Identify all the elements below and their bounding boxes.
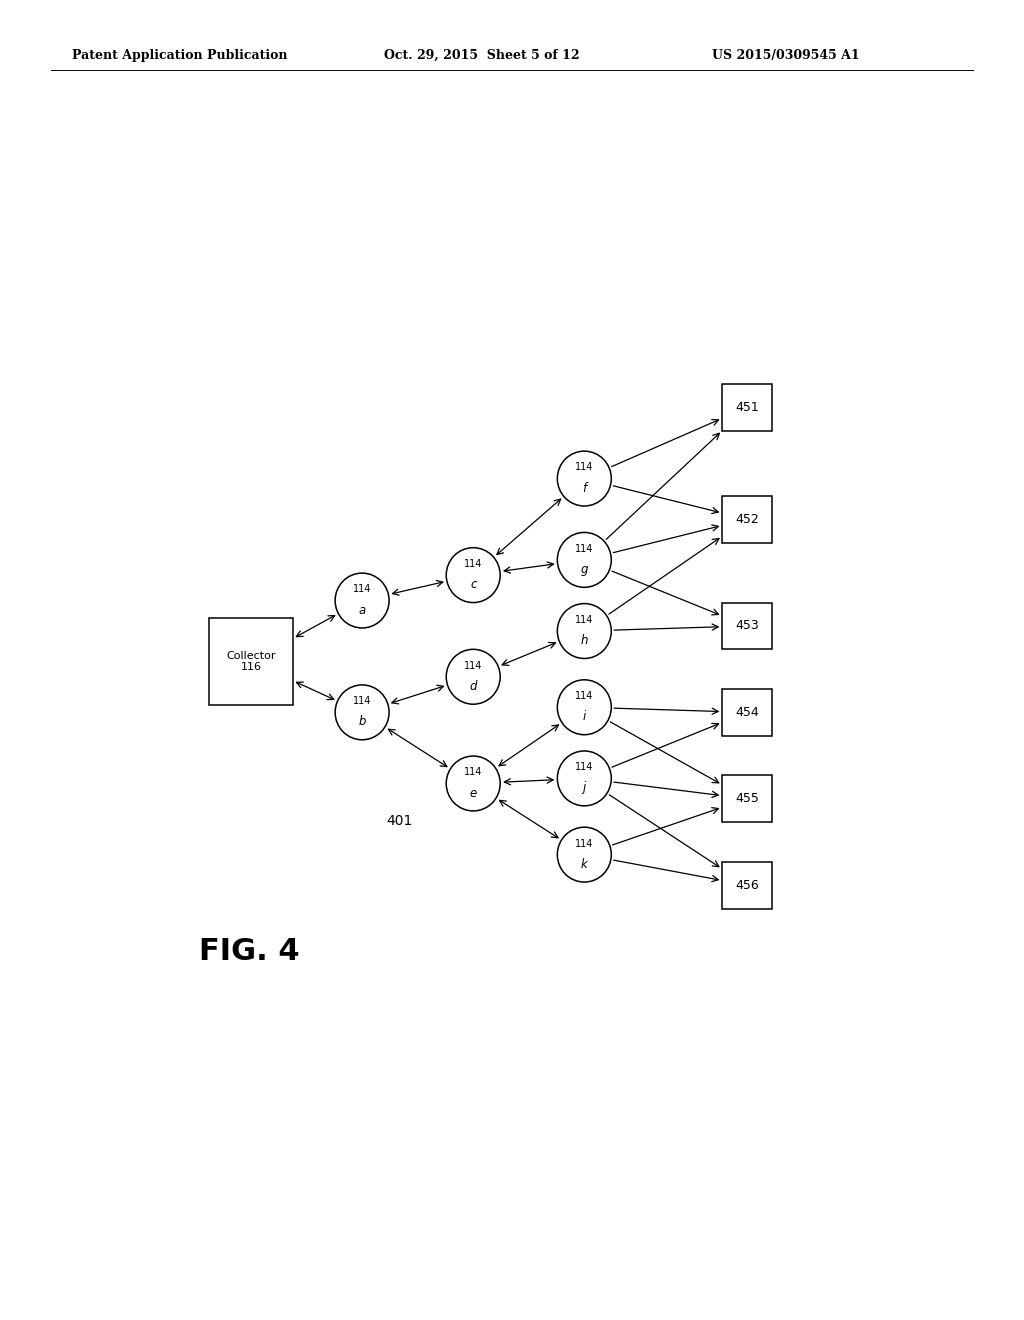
Text: Oct. 29, 2015  Sheet 5 of 12: Oct. 29, 2015 Sheet 5 of 12 <box>384 49 580 62</box>
Text: 401: 401 <box>386 814 413 828</box>
Bar <box>722 384 772 430</box>
Text: h: h <box>581 634 588 647</box>
Text: Collector
116: Collector 116 <box>226 651 275 672</box>
Bar <box>209 618 293 705</box>
Ellipse shape <box>446 756 500 810</box>
Text: FIG. 4: FIG. 4 <box>200 937 300 966</box>
Ellipse shape <box>557 451 611 506</box>
Text: c: c <box>470 578 476 591</box>
Text: 114: 114 <box>575 838 594 849</box>
Ellipse shape <box>335 573 389 628</box>
Ellipse shape <box>335 685 389 739</box>
Bar <box>722 689 772 735</box>
Ellipse shape <box>557 828 611 882</box>
Text: b: b <box>358 715 366 729</box>
Text: Patent Application Publication: Patent Application Publication <box>72 49 287 62</box>
Ellipse shape <box>557 751 611 805</box>
Text: 455: 455 <box>735 792 759 805</box>
Bar <box>722 775 772 822</box>
Ellipse shape <box>557 680 611 735</box>
Text: 451: 451 <box>735 401 759 414</box>
Text: 114: 114 <box>353 696 372 706</box>
Text: k: k <box>581 858 588 871</box>
Bar <box>722 496 772 543</box>
Text: j: j <box>583 781 586 795</box>
Text: 114: 114 <box>464 767 482 777</box>
Text: f: f <box>583 482 587 495</box>
Ellipse shape <box>557 532 611 587</box>
Text: 114: 114 <box>575 763 594 772</box>
Text: 114: 114 <box>353 585 372 594</box>
Text: 454: 454 <box>735 706 759 719</box>
Text: e: e <box>470 787 477 800</box>
Text: 453: 453 <box>735 619 759 632</box>
Bar <box>722 862 772 908</box>
Ellipse shape <box>557 603 611 659</box>
Text: g: g <box>581 562 588 576</box>
Ellipse shape <box>446 548 500 602</box>
Text: 114: 114 <box>464 560 482 569</box>
Text: 114: 114 <box>575 544 594 554</box>
Text: 456: 456 <box>735 879 759 891</box>
Text: a: a <box>358 603 366 616</box>
Text: d: d <box>469 680 477 693</box>
Ellipse shape <box>446 649 500 704</box>
Text: 114: 114 <box>575 692 594 701</box>
Text: 452: 452 <box>735 512 759 525</box>
Bar <box>722 602 772 649</box>
Text: i: i <box>583 710 586 723</box>
Text: US 2015/0309545 A1: US 2015/0309545 A1 <box>712 49 859 62</box>
Text: 114: 114 <box>575 615 594 624</box>
Text: 114: 114 <box>464 661 482 671</box>
Text: 114: 114 <box>575 462 594 473</box>
